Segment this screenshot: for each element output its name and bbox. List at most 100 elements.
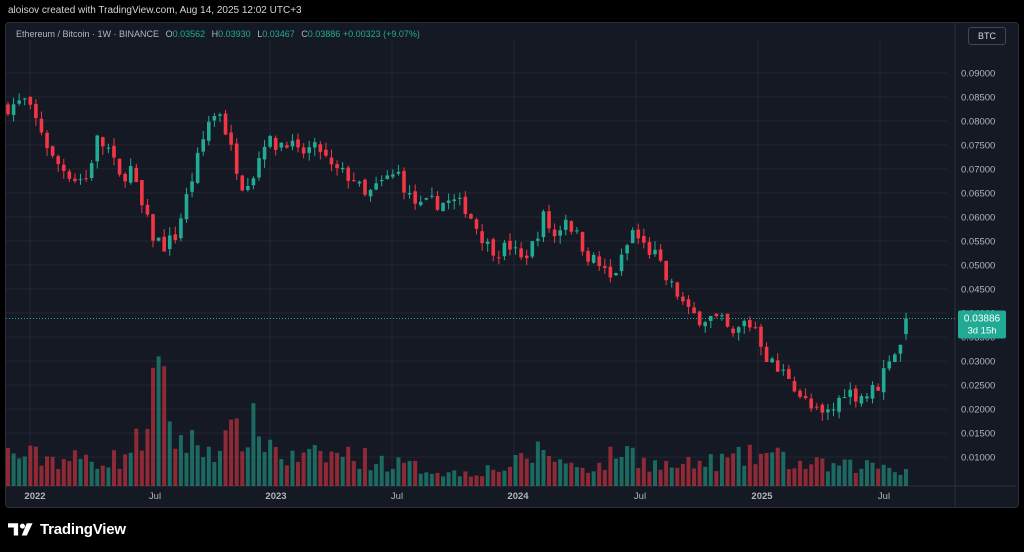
- volume-bar: [898, 474, 903, 486]
- candle-body: [575, 230, 579, 232]
- candle-body: [240, 175, 245, 191]
- volume-bar: [385, 471, 390, 486]
- volume-bar: [407, 461, 412, 486]
- volume-bar: [374, 464, 379, 486]
- volume-bar: [212, 462, 217, 486]
- volume-bar: [798, 460, 803, 486]
- candle-body: [352, 180, 356, 182]
- candle-body: [212, 115, 217, 121]
- y-tick-label: 0.05000: [961, 261, 995, 272]
- volume-bar: [201, 457, 206, 486]
- candle-body: [262, 146, 267, 160]
- candle-body: [229, 132, 233, 145]
- candle-body: [558, 230, 562, 236]
- candle-body: [246, 186, 250, 190]
- volume-bar: [731, 453, 736, 486]
- candle-body: [257, 158, 261, 178]
- volume-bar: [111, 450, 116, 486]
- volume-bar: [340, 456, 345, 486]
- volume-bar: [329, 451, 334, 486]
- candle-body: [647, 241, 652, 255]
- candle-body: [714, 313, 719, 317]
- volume-bar: [859, 468, 864, 486]
- y-tick-label: 0.06000: [961, 212, 995, 223]
- high-label: H: [211, 29, 219, 39]
- volume-bar: [463, 471, 468, 486]
- open-value: 0.03562: [172, 29, 206, 39]
- candle-body: [112, 145, 116, 158]
- y-tick-label: 0.01000: [961, 453, 995, 464]
- attribution-text: aloisov created with TradingView.com, Au…: [8, 5, 302, 16]
- volume-bar: [229, 419, 234, 486]
- volume-bar: [625, 446, 630, 486]
- volume-bar: [11, 453, 16, 486]
- volume-bar: [697, 460, 702, 486]
- candle-body: [156, 237, 161, 241]
- candle-body: [45, 132, 49, 148]
- volume-bar: [368, 470, 373, 486]
- candle-body: [809, 398, 813, 409]
- candle-body: [162, 236, 166, 252]
- volume-bar: [162, 366, 167, 486]
- candle-body: [630, 230, 635, 244]
- x-tick-label: Jul: [634, 491, 646, 502]
- volume-bar: [775, 447, 780, 486]
- candle-body: [340, 167, 345, 170]
- volume-bar: [78, 459, 83, 486]
- candle-body: [781, 369, 786, 371]
- volume-bar: [485, 465, 490, 486]
- volume-bar: [692, 468, 697, 486]
- volume-bar: [323, 462, 328, 486]
- candle-body: [653, 249, 657, 255]
- candle-body: [519, 248, 523, 258]
- volume-bar: [870, 462, 875, 486]
- volume-bar: [619, 456, 624, 486]
- candle-body: [251, 178, 256, 186]
- volume-bar: [513, 455, 518, 486]
- volume-bar: [825, 471, 830, 486]
- candle-body: [524, 255, 529, 259]
- volume-bar: [396, 457, 401, 486]
- volume-bar: [89, 461, 94, 486]
- y-tick-label: 0.02500: [961, 381, 995, 392]
- candle-body: [89, 163, 94, 179]
- volume-bar: [100, 465, 105, 486]
- currency-button[interactable]: BTC: [968, 27, 1006, 45]
- volume-bar: [357, 468, 362, 486]
- volume-bar: [106, 467, 111, 486]
- price-tag-value: 0.03886: [964, 314, 1001, 325]
- brand-name: TradingView: [40, 520, 126, 538]
- volume-bar: [279, 459, 284, 486]
- candle-body: [290, 140, 295, 147]
- volume-bar: [641, 457, 646, 486]
- candle-body: [140, 180, 144, 206]
- candle-body: [608, 266, 613, 278]
- volume-bar: [803, 468, 808, 486]
- candle-body: [218, 114, 222, 116]
- candle-body: [497, 257, 501, 259]
- volume-bar: [156, 356, 161, 486]
- candle-body: [569, 221, 574, 232]
- volume-bar: [892, 472, 897, 486]
- volume-bar: [184, 452, 189, 486]
- y-tick-label: 0.02000: [961, 405, 995, 416]
- candle-body: [301, 147, 306, 154]
- volume-bar: [831, 463, 836, 486]
- candle-body: [826, 409, 830, 413]
- candle-body: [190, 181, 194, 192]
- volume-bar: [290, 450, 295, 486]
- symbol-title[interactable]: Ethereum / Bitcoin · 1W · BINANCE: [16, 29, 160, 39]
- candle-body: [731, 328, 735, 334]
- candle-body: [179, 218, 183, 239]
- volume-bar: [117, 468, 122, 486]
- volume-bar: [84, 454, 89, 486]
- candle-body: [167, 235, 172, 250]
- candle-body: [603, 265, 607, 268]
- volume-bar: [128, 452, 133, 486]
- candle-body: [748, 319, 752, 328]
- volume-bar: [881, 464, 886, 486]
- volume-bar: [491, 469, 496, 486]
- candle-body: [870, 384, 875, 399]
- x-tick-label: Jul: [878, 491, 890, 502]
